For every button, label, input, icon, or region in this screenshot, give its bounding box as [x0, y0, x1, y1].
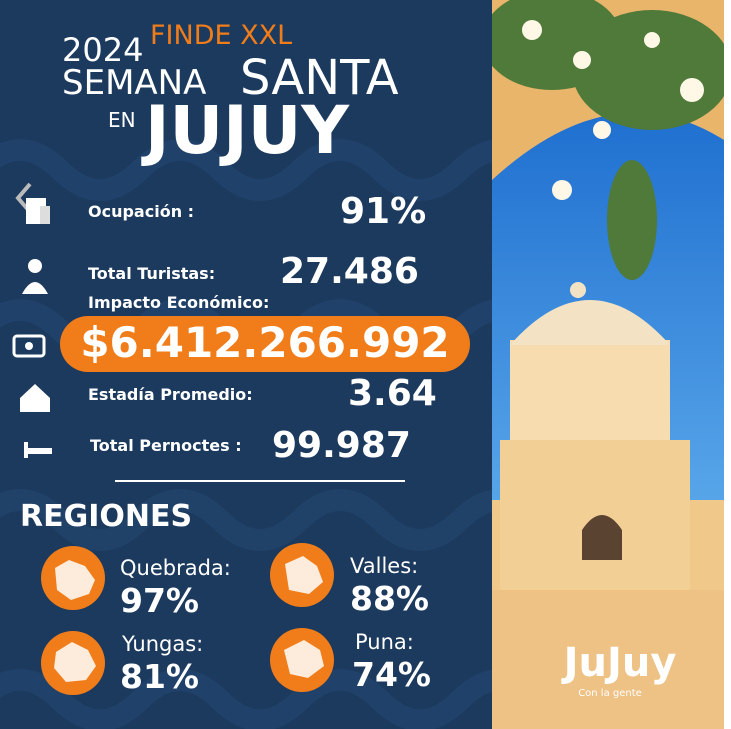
stat-value: 99.987 — [272, 425, 411, 466]
stat-label: Estadía Promedio: — [88, 385, 253, 404]
stat-value: $6.412.266.992 — [80, 318, 450, 367]
title-line: EN — [108, 108, 136, 132]
region-value: 88% — [350, 579, 429, 618]
year: 2024 — [62, 31, 144, 69]
region-name: Valles: — [350, 554, 419, 578]
section-title: REGIONES — [20, 499, 193, 534]
title-line: SANTA — [240, 50, 399, 106]
stat-value: 91% — [340, 191, 427, 232]
title-line: SEMANA — [62, 63, 207, 103]
logo-slogan: Con la gente — [578, 688, 642, 699]
region-value: 97% — [120, 581, 199, 620]
region-value: 81% — [120, 657, 199, 696]
region-maps — [54, 556, 324, 682]
region-name: Puna: — [355, 630, 414, 654]
region-name: Quebrada: — [120, 556, 231, 580]
logo: JuJuy — [561, 640, 677, 686]
highlight-pill — [60, 316, 470, 372]
region-name: Yungas: — [122, 632, 204, 656]
stat-value: 3.64 — [348, 373, 437, 414]
stat-label: Total Turistas: — [88, 264, 216, 283]
region-value: 74% — [352, 655, 431, 694]
stat-label: Impacto Económico: — [88, 293, 270, 312]
stat-label: Total Pernoctes : — [90, 436, 242, 455]
stat-label: Ocupación : — [88, 202, 195, 221]
tag: FINDE XXL — [150, 20, 293, 51]
photo: JuJuy Con la gente — [492, 0, 731, 729]
title-place: JUJUY — [145, 92, 350, 169]
left-panel: 2024 FINDE XXL SEMANA SANTA EN JUJUY Ocu… — [0, 0, 492, 729]
stat-value: 27.486 — [280, 251, 419, 292]
